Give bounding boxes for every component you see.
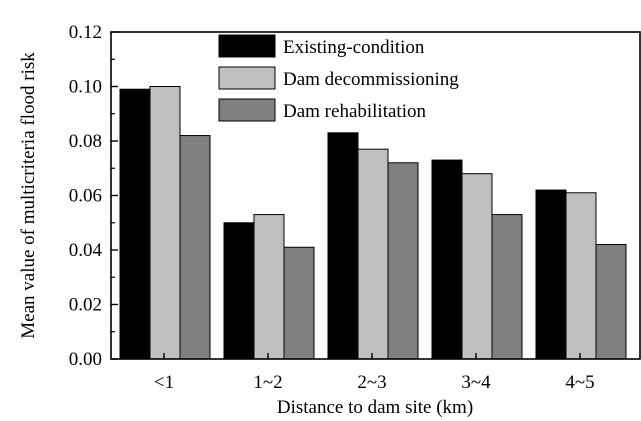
legend-label-1: Existing-condition [283, 37, 425, 58]
legend-swatch-3 [218, 98, 276, 122]
bar-3-1 [179, 135, 211, 360]
x-tick-label: <1 [154, 372, 174, 393]
y-tick-label: 0.02 [69, 295, 102, 316]
bar-2-5 [565, 192, 597, 360]
bar-1-5 [535, 189, 567, 360]
y-tick-label: 0.00 [69, 349, 102, 370]
bar-3-3 [387, 162, 419, 360]
bar-2-1 [149, 86, 181, 360]
bar-2-2 [253, 214, 285, 360]
y-tick-label: 0.10 [69, 77, 102, 98]
x-axis: <1 1~2 2~3 3~4 4~5 [154, 353, 595, 393]
bar-1-4 [431, 159, 463, 360]
x-axis-title: Distance to dam site (km) [277, 397, 473, 418]
y-tick-label: 0.06 [69, 186, 102, 207]
bar-3-2 [283, 246, 315, 360]
bar-2-4 [461, 173, 493, 360]
legend-swatch-1 [218, 34, 276, 58]
legend-label-2: Dam decommissioning [283, 69, 459, 90]
y-axis-title: Mean value of multicriteria flood risk [18, 52, 39, 339]
bar-1-3 [327, 132, 359, 360]
bar-3-4 [491, 214, 523, 360]
legend: Existing-condition Dam decommissioning Dam… [218, 34, 459, 122]
y-axis: 0.00 0.02 0.04 0.06 0.08 0.10 0.12 [69, 22, 118, 370]
bar-1-1 [119, 88, 151, 360]
legend-swatch-2 [218, 66, 276, 90]
x-tick-label: 3~4 [461, 372, 491, 393]
y-tick-label: 0.04 [69, 240, 103, 261]
bars-group [119, 86, 627, 360]
y-tick-label: 0.08 [69, 131, 102, 152]
bar-2-3 [357, 148, 389, 360]
bar-1-2 [223, 222, 255, 360]
x-tick-label: 2~3 [357, 372, 386, 393]
x-tick-label: 1~2 [253, 372, 282, 393]
x-tick-label: 4~5 [565, 372, 594, 393]
y-tick-label: 0.12 [69, 22, 102, 43]
legend-label-3: Dam rehabilitation [283, 101, 426, 122]
bar-3-5 [595, 244, 627, 360]
